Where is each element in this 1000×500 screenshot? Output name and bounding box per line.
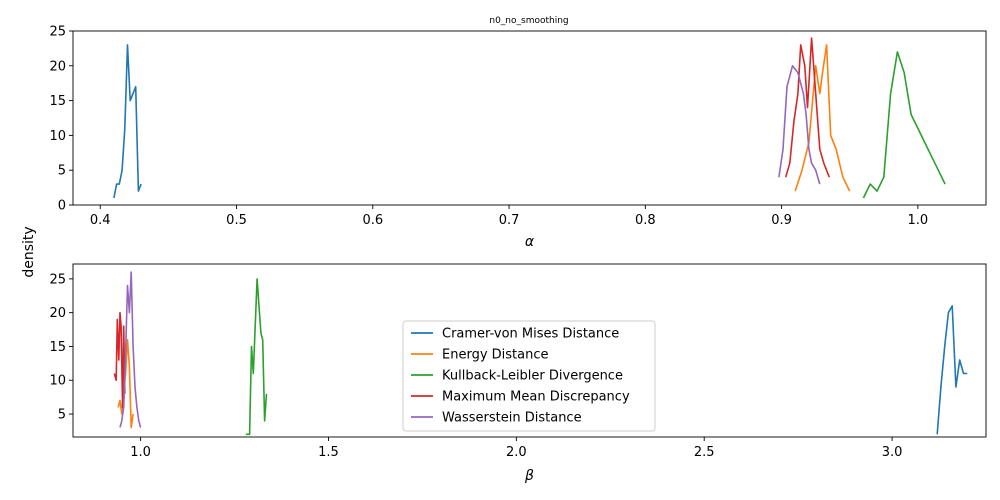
legend-entry-label: Maximum Mean Discrepancy — [442, 390, 630, 405]
x-axis-label: β — [524, 468, 534, 484]
plot-frame — [72, 263, 987, 438]
y-tick-label: 0 — [58, 199, 66, 214]
x-tick-label: 1.5 — [318, 445, 339, 460]
y-tick-label: 10 — [49, 129, 66, 144]
series-line-cramer-von-mises-distance — [113, 44, 142, 199]
series-line-maximum-mean-discrepancy — [113, 311, 126, 409]
legend: Cramer-von Mises Distance Energy Distance… — [402, 320, 656, 432]
x-tick-label: 2.0 — [506, 445, 527, 460]
series-line-energy-distance — [794, 44, 851, 192]
legend-entry-label: Kullback-Leibler Divergence — [442, 369, 623, 384]
y-tick-label: 25 — [49, 25, 66, 40]
series-line-kullback-leibler-divergence — [245, 278, 268, 436]
x-axis-label: α — [525, 234, 535, 250]
series-line-wasserstein-distance — [119, 271, 142, 428]
y-tick-label: 15 — [49, 340, 66, 355]
series-line-cramer-von-mises-distance — [936, 305, 968, 435]
alpha-panel: 0.4 0.5 0.6 0.7 0.8 0.9 1.0 0 5 10 15 20 25 α — [49, 25, 987, 250]
x-tick-label: 3.0 — [882, 445, 903, 460]
plot-frame — [72, 30, 987, 206]
x-tick-label: 0.9 — [771, 213, 792, 228]
series-line-wasserstein-distance — [778, 65, 821, 185]
x-tick-label: 0.5 — [226, 213, 247, 228]
legend-entry-label: Cramer-von Mises Distance — [442, 327, 619, 342]
y-tick-label: 5 — [58, 164, 66, 179]
shared-y-axis-label: density — [21, 226, 37, 277]
x-tick-label: 1.0 — [130, 445, 151, 460]
figure-title: n0_no_smoothing — [489, 16, 568, 26]
legend-entry-label: Wasserstein Distance — [442, 411, 582, 426]
x-tick-label: 0.4 — [90, 213, 111, 228]
y-tick-label: 5 — [58, 408, 66, 423]
series-line-kullback-leibler-divergence — [862, 51, 946, 199]
y-tick-label: 15 — [49, 94, 66, 109]
x-tick-label: 2.5 — [694, 445, 715, 460]
series-line-maximum-mean-discrepancy — [784, 37, 831, 178]
legend-box — [402, 320, 656, 432]
x-tick-label: 0.6 — [362, 213, 383, 228]
y-tick-label: 25 — [49, 272, 66, 287]
legend-entry-label: Energy Distance — [442, 348, 549, 363]
y-tick-label: 20 — [49, 306, 66, 321]
x-tick-label: 0.7 — [499, 213, 520, 228]
x-tick-label: 1.0 — [908, 213, 929, 228]
x-tick-label: 0.8 — [635, 213, 656, 228]
beta-panel: 1.0 1.5 2.0 2.5 3.0 5 10 15 20 25 β Cramer-von Mise… — [49, 263, 987, 484]
y-tick-label: 20 — [49, 59, 66, 74]
y-tick-label: 10 — [49, 374, 66, 389]
